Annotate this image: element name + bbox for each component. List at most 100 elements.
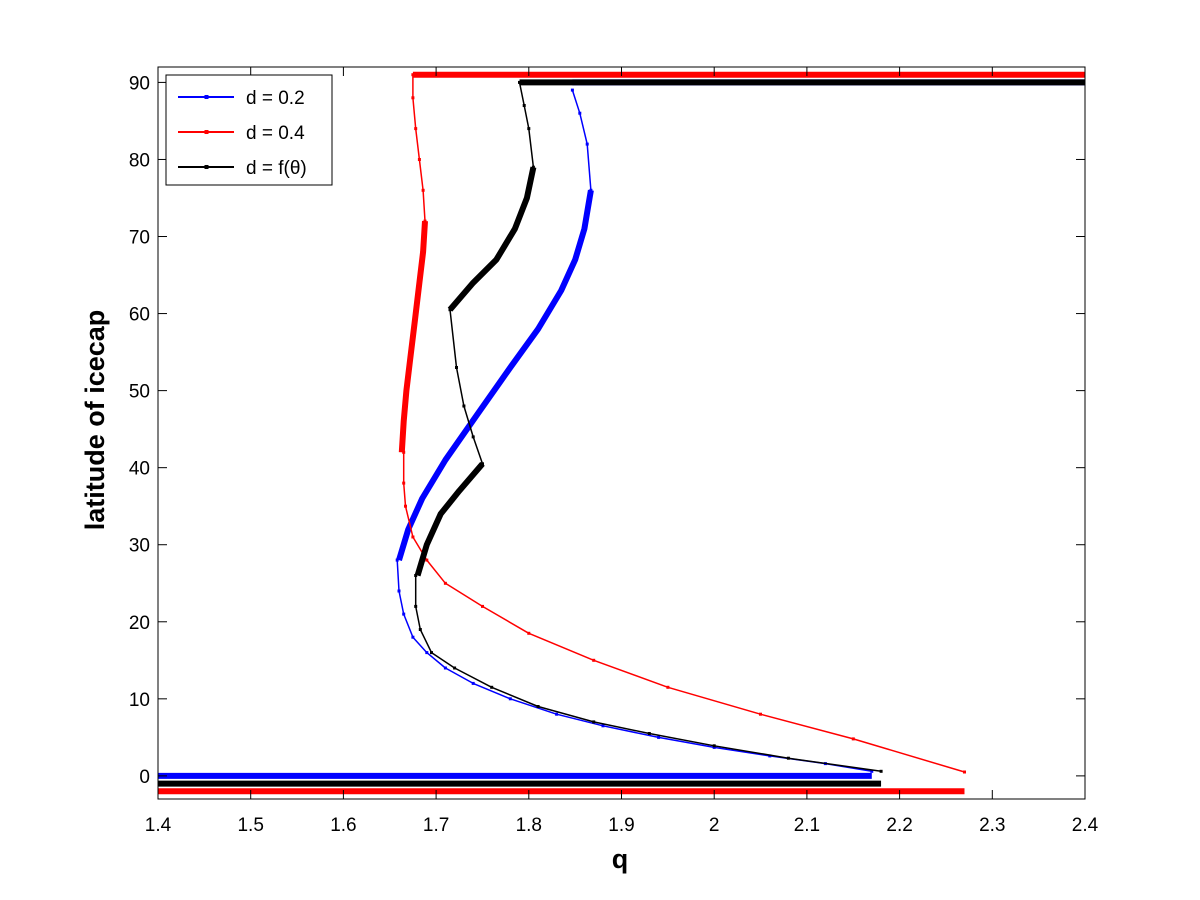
series-2-unstable-point-7 [527, 631, 531, 635]
series-3-unstable-point-3 [430, 651, 433, 655]
legend: d = 0.2 d = 0.4 d = f(θ) [165, 74, 333, 186]
series-3-unstable-upper-point-0 [531, 165, 535, 169]
x-tick-label-9: 2.3 [979, 815, 1005, 836]
legend-label-1: d = 0.2 [246, 88, 305, 109]
series-2-unstable-upper-point-5 [411, 73, 415, 77]
series-3-kink-point-2 [462, 404, 466, 408]
legend-marker-2 [204, 130, 209, 134]
series-1-unstable-branch [396, 560, 872, 773]
series-2-unstable-upper-point-0 [423, 219, 427, 223]
series-1-unstable-point-3 [411, 635, 415, 639]
x-tick-label-2: 1.6 [330, 815, 356, 836]
series-3-unstable-point-2 [418, 628, 422, 631]
x-tick-label-8: 2.2 [886, 815, 912, 836]
series-2-unstable-upper-point-4 [411, 96, 415, 100]
series-3-stable-branch [414, 461, 485, 577]
x-tick-label-5: 1.9 [608, 815, 634, 836]
y-tick-label-3: 30 [129, 536, 150, 557]
series-2-unstable-point-11 [851, 737, 855, 741]
y-tick-label-7: 70 [129, 228, 150, 249]
series-2-unstable-upper-branch [412, 74, 426, 222]
series-2-unstable-point-10 [759, 712, 762, 716]
series-1-unstable-point-5 [443, 666, 447, 670]
y-tick-label-2: 20 [129, 613, 150, 634]
series-1-unstable-upper-point-0 [589, 188, 593, 192]
series-3-unstable-point-11 [879, 769, 883, 773]
series-1-unstable-point-6 [471, 681, 475, 685]
series-3-unstable-point-8 [647, 732, 651, 735]
series-2-unstable-point-5 [443, 581, 447, 585]
series-3-unstable-point-0 [414, 574, 418, 577]
x-tick-label-6: 2 [709, 815, 720, 836]
series-3-unstable-branch [414, 575, 882, 773]
legend-marker-1 [204, 95, 209, 99]
series-1-unstable-point-10 [657, 735, 661, 739]
series-3-unstable-point-10 [786, 756, 790, 760]
series-3-unstable-point-5 [490, 685, 494, 689]
plot-lines [158, 71, 1085, 795]
series-1-unstable-point-7 [508, 697, 512, 701]
x-tick-label-1: 1.5 [237, 815, 263, 836]
series-3-unstable-upper-point-3 [518, 80, 521, 84]
series-3-kink-point-3 [455, 366, 458, 369]
legend-label-2: d = 0.4 [246, 123, 305, 144]
series-2-unstable-point-4 [425, 558, 429, 562]
series-3-kink-point-0 [481, 462, 484, 466]
y-tick-label-8: 80 [129, 150, 150, 171]
series-2-unstable-point-6 [481, 604, 484, 608]
series-3-unstable-upper-point-2 [522, 104, 526, 107]
x-tick-label-4: 1.8 [516, 815, 542, 836]
series-1-unstable-point-1 [397, 589, 401, 593]
series-1-unstable-point-11 [712, 745, 716, 749]
legend-marker-3 [204, 165, 209, 169]
series-3-unstable-upper-branch [518, 82, 535, 168]
series-2-unstable-point-2 [404, 504, 407, 508]
series-2-unstable-upper-point-2 [417, 158, 421, 161]
series-1-unstable-upper-point-2 [578, 111, 582, 115]
series-2-unstable-upper-point-1 [421, 188, 425, 192]
y-axis-label: latitude of icecap [80, 310, 110, 531]
series-3-unstable-point-9 [712, 744, 716, 748]
y-tick-label-5: 50 [129, 382, 150, 403]
series-1-stable-branch [396, 189, 594, 561]
series-1-unstable-point-4 [425, 651, 429, 655]
series-3-unstable-point-4 [453, 666, 457, 670]
y-tick-label-9: 90 [129, 73, 150, 94]
y-tick-label-6: 60 [129, 305, 150, 326]
series-1-unstable-point-12 [768, 754, 772, 758]
series-3-unstable-point-6 [536, 705, 540, 708]
legend-label-3: d = f(θ) [246, 158, 307, 179]
axes: 1.4 1.5 1.6 1.7 1.8 1.9 2 2.1 2.2 2.3 2.4 0 10 20 30 40… [129, 66, 1099, 836]
series-3-unstable-point-1 [414, 604, 418, 608]
series-2-unstable-point-8 [592, 658, 596, 662]
series-2-stable-branch [398, 220, 428, 453]
series-1-unstable-upper-branch [571, 89, 592, 191]
series-1-unstable-point-9 [601, 724, 605, 728]
series-2-unstable-point-9 [666, 685, 670, 689]
series-3-kink-point-1 [471, 435, 475, 439]
series-1-unstable-upper-point-1 [585, 142, 589, 146]
series-2-unstable-point-12 [963, 770, 966, 774]
x-tick-label-7: 2.1 [794, 815, 820, 836]
series-1-unstable-upper-point-3 [570, 88, 574, 92]
series-1-unstable-point-8 [555, 712, 559, 716]
series-2-unstable-upper-point-3 [414, 127, 418, 131]
y-tick-label-4: 40 [129, 459, 150, 480]
x-axis-label: q [612, 844, 629, 874]
series-3-stable-upper-branch [447, 166, 537, 312]
x-tick-label-0: 1.4 [145, 815, 172, 836]
series-2-unstable-branch [402, 452, 965, 773]
x-tick-label-3: 1.7 [423, 815, 449, 836]
series-3-unstable-point-7 [592, 720, 596, 724]
series-1-unstable-point-2 [402, 612, 406, 616]
series-1-unstable-point-14 [870, 769, 874, 773]
series-3-unstable-upper-point-1 [527, 127, 531, 131]
x-tick-label-10: 2.4 [1072, 815, 1099, 836]
series-2-unstable-point-3 [411, 535, 415, 539]
series-1-unstable-point-0 [395, 558, 399, 562]
y-tick-label-0: 0 [139, 767, 150, 788]
series-3-kink-branch [449, 309, 484, 465]
series-2-unstable-point-1 [402, 481, 406, 485]
y-tick-label-1: 10 [129, 690, 150, 711]
